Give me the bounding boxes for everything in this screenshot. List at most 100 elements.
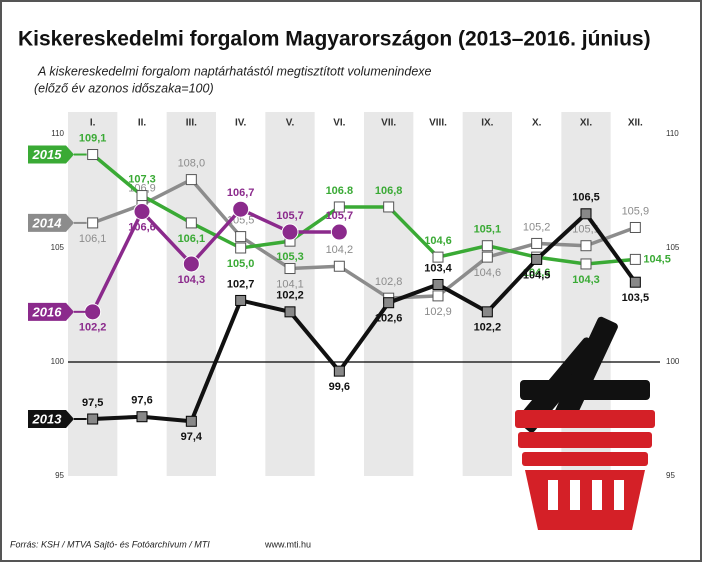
marker xyxy=(333,365,345,377)
marker xyxy=(481,240,493,252)
marker xyxy=(232,200,250,218)
marker xyxy=(235,294,247,306)
data-label: 105,2 xyxy=(523,221,551,233)
marker xyxy=(432,278,444,290)
line-3 xyxy=(92,210,637,424)
marker xyxy=(87,217,99,229)
data-label: 104,3 xyxy=(572,274,600,286)
data-label: 104,6 xyxy=(474,267,502,279)
data-label: 104,1 xyxy=(276,278,304,290)
y-tick-label: 95 xyxy=(55,471,64,480)
marker xyxy=(629,221,641,233)
data-label: 105,7 xyxy=(276,210,304,222)
series-tag xyxy=(28,302,74,321)
data-label: 105,7 xyxy=(326,210,354,222)
data-label: 104,2 xyxy=(326,244,354,256)
data-label: 102,6 xyxy=(375,313,403,325)
data-label: 99,6 xyxy=(329,381,350,393)
legend-label: 2016 xyxy=(32,304,63,319)
marker xyxy=(284,306,296,318)
data-label: 106,8 xyxy=(375,185,403,197)
marker xyxy=(432,290,444,302)
x-tick-label: VIII. xyxy=(429,118,447,129)
line-1 xyxy=(92,177,636,300)
x-tick-label: X. xyxy=(532,118,542,129)
marker xyxy=(185,217,197,229)
marker xyxy=(235,242,247,254)
x-tick-label: XI. xyxy=(580,118,592,129)
data-label: 105,0 xyxy=(227,258,255,270)
y2-tick-label: 110 xyxy=(666,129,679,138)
marker xyxy=(136,411,148,423)
legend-label: 2015 xyxy=(32,147,63,162)
data-label: 102,7 xyxy=(227,278,255,290)
x-tick-label: II. xyxy=(138,118,147,129)
data-label: 105,9 xyxy=(622,205,650,217)
url: www.mti.hu xyxy=(264,539,311,549)
column-band xyxy=(166,112,216,476)
data-label: 104,6 xyxy=(523,267,551,279)
marker xyxy=(333,201,345,213)
data-label: 104,5 xyxy=(643,253,671,265)
data-label: 109,1 xyxy=(79,132,107,144)
data-label: 106,5 xyxy=(572,192,600,204)
data-label: 104,5 xyxy=(523,269,551,281)
x-tick-label: VI. xyxy=(333,118,345,129)
marker xyxy=(185,174,197,186)
marker xyxy=(182,255,200,273)
marker xyxy=(580,240,592,252)
data-label: 102,8 xyxy=(375,276,403,288)
marker xyxy=(284,263,296,275)
data-label: 103,5 xyxy=(622,292,650,304)
marker xyxy=(481,251,493,263)
data-label: 106,1 xyxy=(178,233,206,245)
y-tick-label: 110 xyxy=(51,129,64,138)
data-label: 102,2 xyxy=(474,322,502,334)
data-label: 108,0 xyxy=(178,158,206,170)
marker xyxy=(333,260,345,272)
x-tick-label: IX. xyxy=(481,118,493,129)
column-band xyxy=(265,112,315,476)
data-label: 104,3 xyxy=(178,274,206,286)
data-label: 102,9 xyxy=(424,306,452,318)
data-label: 105,1 xyxy=(474,224,502,236)
x-tick-label: IV. xyxy=(235,118,247,129)
marker xyxy=(383,201,395,213)
basket-illustration xyxy=(515,316,655,530)
marker xyxy=(531,253,543,265)
y2-tick-label: 95 xyxy=(666,471,675,480)
data-label: 106.8 xyxy=(326,185,354,197)
marker xyxy=(185,415,197,427)
subtitle: A kiskereskedelmi forgalom naptárhatástó… xyxy=(37,64,432,78)
x-tick-label: XII. xyxy=(628,118,643,129)
data-label: 106,1 xyxy=(79,233,107,245)
x-tick-label: III. xyxy=(186,118,197,129)
line-0 xyxy=(91,153,636,266)
x-tick-label: VII. xyxy=(381,118,396,129)
marker xyxy=(580,208,592,220)
marker xyxy=(84,303,102,321)
data-label: 104,6 xyxy=(424,235,452,247)
data-label: 106,6 xyxy=(128,221,156,233)
columns xyxy=(68,112,611,476)
title: Kiskereskedelmi forgalom Magyarországon … xyxy=(18,28,651,51)
legend-label: 2014 xyxy=(32,215,63,230)
data-label: 107,3 xyxy=(128,173,156,185)
y-tick-label: 105 xyxy=(51,243,65,252)
marker xyxy=(432,251,444,263)
marker xyxy=(281,223,299,241)
marker xyxy=(133,203,151,221)
marker xyxy=(580,258,592,270)
data-label: 97,4 xyxy=(181,431,203,443)
x-tick-label: I. xyxy=(90,118,96,129)
marker xyxy=(383,297,395,309)
data-label: 102,2 xyxy=(276,290,304,302)
subtitle: (előző év azonos időszaka=100) xyxy=(34,81,214,95)
marker xyxy=(87,149,99,161)
series-tag xyxy=(28,410,74,428)
data-label: 97,6 xyxy=(131,395,152,407)
marker xyxy=(330,223,348,241)
source: Forrás: KSH / MTVA Sajtó- és Fotóarchívu… xyxy=(10,539,210,549)
y2-tick-label: 105 xyxy=(666,243,680,252)
